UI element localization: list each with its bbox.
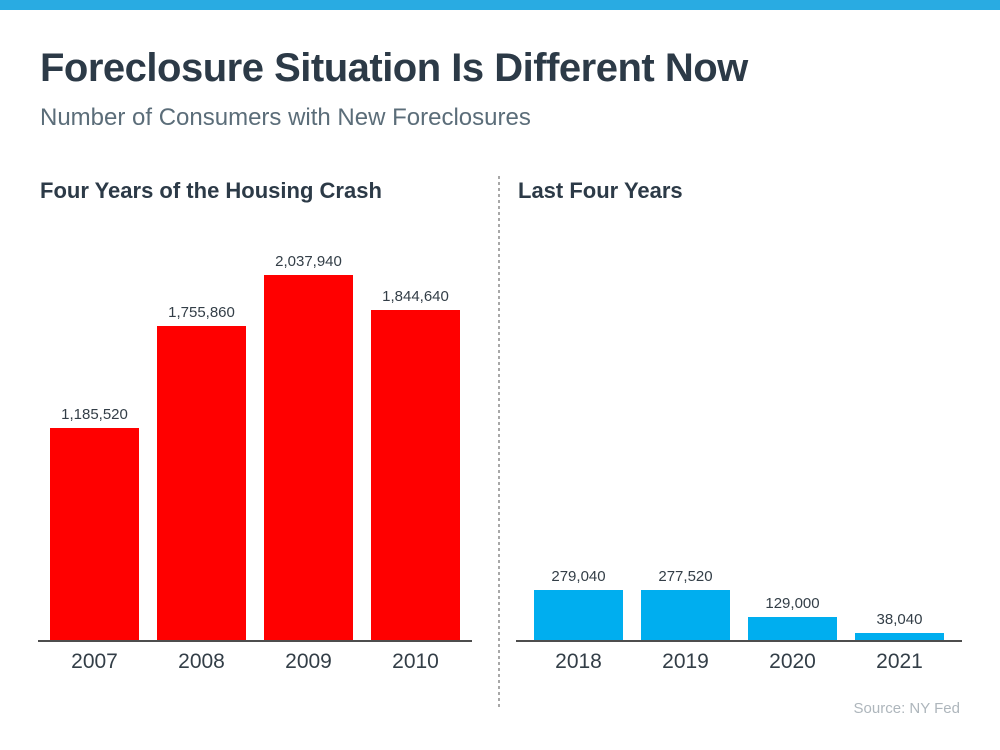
bar-plot-last-four-years: 279,040 277,520 129,000 38,040 (516, 217, 962, 643)
bar-column-2018: 279,040 (534, 568, 623, 641)
bar-value-label: 279,040 (551, 568, 606, 586)
bar-2020 (748, 617, 837, 641)
charts-row: Four Years of the Housing Crash 1,185,52… (0, 176, 1000, 711)
bar-column-2010: 1,844,640 (371, 288, 460, 641)
bar-2018 (534, 590, 623, 641)
x-axis-label-2020: 2020 (769, 650, 816, 674)
x-axis-label-2021: 2021 (876, 650, 923, 674)
page-header: Foreclosure Situation Is Different Now N… (0, 10, 1000, 132)
bar-value-label: 2,037,940 (275, 253, 342, 271)
top-accent-bar (0, 0, 1000, 10)
chart-panel-housing-crash: Four Years of the Housing Crash 1,185,52… (38, 176, 472, 674)
x-axis-labels-last-four-years: 2018 2019 2020 2021 (516, 650, 962, 674)
bar-column-2009: 2,037,940 (264, 253, 353, 641)
bar-2007 (50, 428, 139, 641)
bar-value-label: 277,520 (658, 568, 713, 586)
x-axis-label-2008: 2008 (178, 650, 225, 674)
bar-column-2008: 1,755,860 (157, 304, 246, 641)
x-axis-label-2019: 2019 (662, 650, 709, 674)
bar-value-label: 1,844,640 (382, 288, 449, 306)
bar-column-2007: 1,185,520 (50, 406, 139, 641)
x-axis-label-2010: 2010 (392, 650, 439, 674)
bar-value-label: 129,000 (765, 595, 820, 613)
chart-title-housing-crash: Four Years of the Housing Crash (40, 178, 382, 203)
x-axis-label-2009: 2009 (285, 650, 332, 674)
page-subtitle: Number of Consumers with New Foreclosure… (40, 104, 531, 131)
chart-title-last-four-years: Last Four Years (518, 178, 683, 203)
bar-value-label: 1,755,860 (168, 304, 235, 322)
vertical-dashed-divider (498, 176, 500, 711)
x-axis-label-2018: 2018 (555, 650, 602, 674)
source-attribution: Source: NY Fed (853, 700, 960, 718)
x-axis-label-2007: 2007 (71, 650, 118, 674)
bar-2010 (371, 310, 460, 641)
bar-value-label: 1,185,520 (61, 406, 128, 424)
x-axis-labels-housing-crash: 2007 2008 2009 2010 (38, 650, 472, 674)
bar-plot-housing-crash: 1,185,520 1,755,860 2,037,940 1,844,640 (38, 217, 472, 643)
bar-2008 (157, 326, 246, 641)
bar-2009 (264, 275, 353, 641)
bar-column-2021: 38,040 (855, 611, 944, 641)
bar-column-2019: 277,520 (641, 568, 730, 641)
bar-value-label: 38,040 (876, 611, 923, 629)
bar-2019 (641, 590, 730, 641)
page-title: Foreclosure Situation Is Different Now (40, 46, 748, 90)
bar-column-2020: 129,000 (748, 595, 837, 641)
bar-2021 (855, 633, 944, 641)
chart-panel-last-four-years: Last Four Years 279,040 277,520 129,000 38,… (516, 176, 962, 674)
